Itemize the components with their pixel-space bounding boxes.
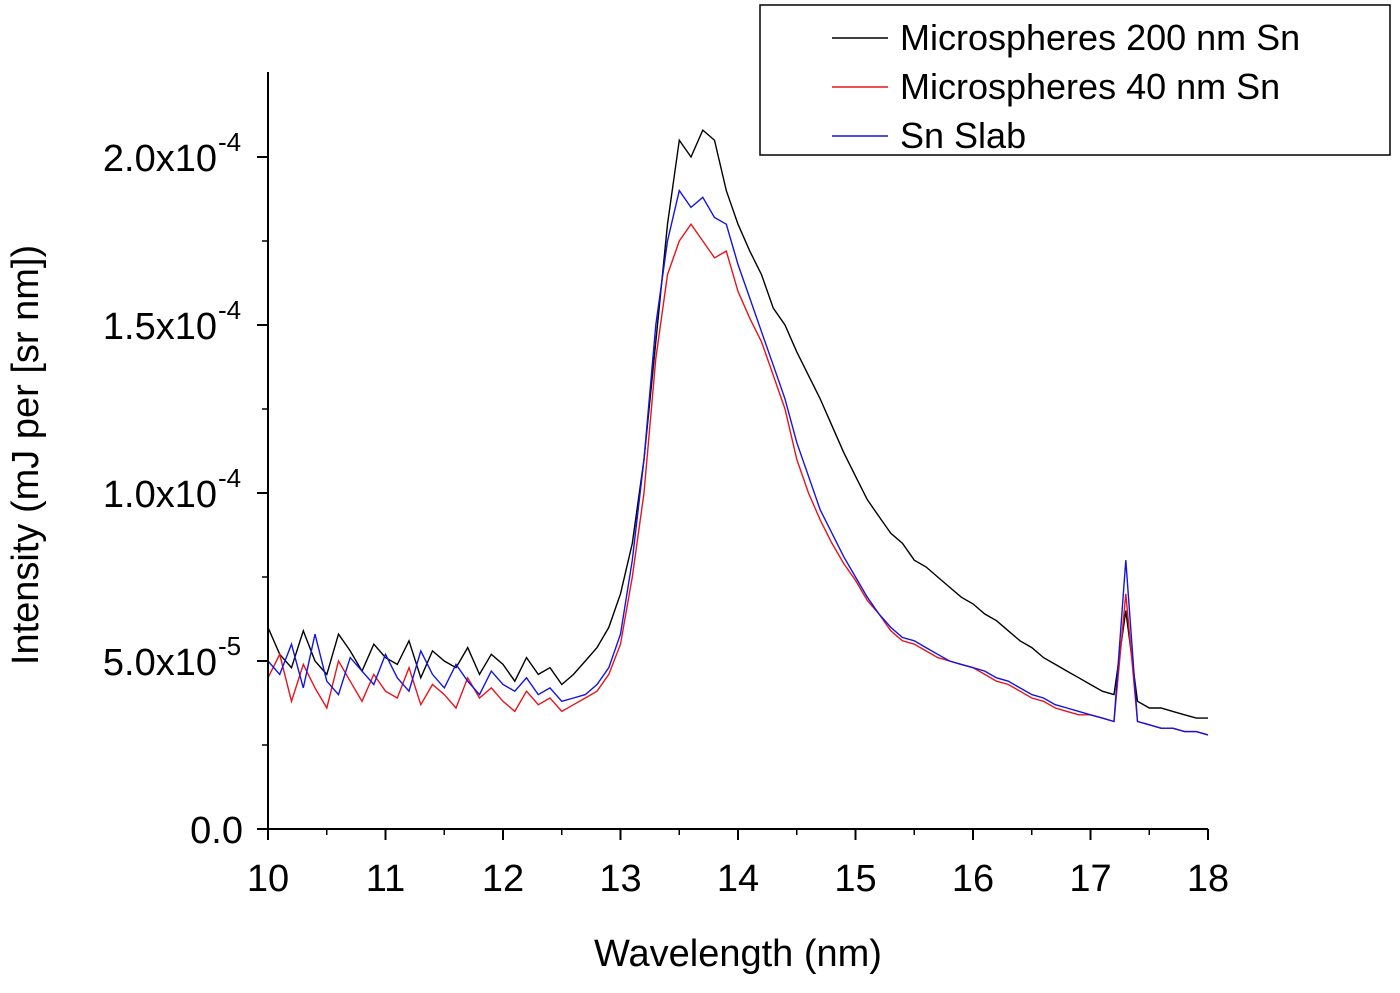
legend-label: Microspheres 40 nm Sn: [900, 66, 1280, 107]
y-axis-label: Intensity (mJ per [sr nm]): [5, 245, 47, 665]
x-tick-label: 11: [366, 858, 405, 900]
x-tick-label: 12: [482, 858, 524, 900]
legend-item: Sn Slab: [832, 115, 1026, 156]
y-tick-exponent: -4: [218, 463, 241, 493]
legend-item: Microspheres 40 nm Sn: [832, 66, 1280, 107]
x-tick-label: 16: [952, 858, 994, 900]
x-tick-label: 14: [717, 858, 759, 900]
y-tick-exponent: -5: [218, 631, 241, 661]
legend-box: [759, 4, 1391, 156]
y-tick-label: 1.5x10: [103, 306, 217, 348]
x-tick-label: 18: [1187, 858, 1229, 900]
legend-label: Sn Slab: [900, 115, 1026, 156]
y-tick-label: 1.0x10: [103, 474, 217, 516]
legend: Microspheres 200 nm Sn Microspheres 40 nm…: [759, 4, 1391, 156]
y-tick-label: 2.0x10: [103, 138, 217, 180]
x-axis-label: Wavelength (nm): [594, 933, 882, 975]
y-tick-exponent: -4: [218, 295, 241, 325]
x-tick-label: 10: [247, 858, 289, 900]
legend-label: Microspheres 200 nm Sn: [900, 17, 1300, 58]
x-tick-label: 15: [834, 858, 876, 900]
series-line-2: [267, 222, 1209, 736]
legend-item: Microspheres 200 nm Sn: [832, 17, 1300, 58]
y-tick-label: 5.0x10: [103, 642, 217, 684]
y-tick-exponent: -4: [218, 127, 241, 157]
series-line-3: [267, 188, 1209, 736]
axes: [267, 72, 1208, 830]
x-tick-label: 13: [599, 858, 641, 900]
x-tick-label: 17: [1069, 858, 1111, 900]
series-layer: [267, 128, 1209, 736]
y-tick-label: 0.0: [190, 810, 243, 852]
series-line-1: [267, 128, 1208, 719]
ticks: 10 11 12 13 14 15 16 17 180.05.0x10 -51.0x10 -41.5…: [103, 127, 1229, 900]
